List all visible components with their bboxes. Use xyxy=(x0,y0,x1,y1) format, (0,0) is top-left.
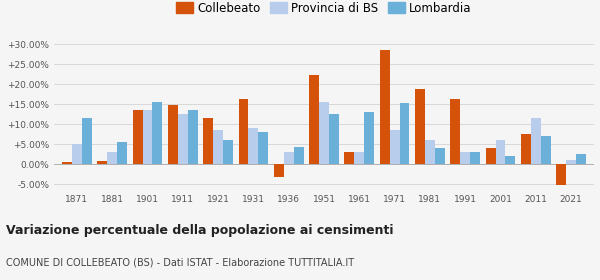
Bar xyxy=(178,115,188,164)
Bar xyxy=(168,105,178,164)
Bar xyxy=(152,102,163,164)
Bar xyxy=(97,161,107,164)
Bar xyxy=(380,50,389,164)
Bar xyxy=(274,164,284,177)
Bar xyxy=(284,151,293,164)
Bar xyxy=(259,132,268,164)
Bar xyxy=(107,152,117,164)
Text: COMUNE DI COLLEBEATO (BS) - Dati ISTAT - Elaborazione TUTTITALIA.IT: COMUNE DI COLLEBEATO (BS) - Dati ISTAT -… xyxy=(6,258,354,268)
Bar xyxy=(415,89,425,164)
Bar xyxy=(425,140,435,164)
Bar xyxy=(319,102,329,164)
Bar xyxy=(521,134,531,164)
Bar xyxy=(309,75,319,164)
Bar xyxy=(541,136,551,164)
Bar xyxy=(576,154,586,164)
Bar xyxy=(117,142,127,164)
Bar xyxy=(389,130,400,164)
Bar xyxy=(62,162,72,164)
Bar xyxy=(344,152,355,164)
Bar xyxy=(435,148,445,164)
Bar xyxy=(329,115,339,164)
Bar xyxy=(470,152,480,164)
Text: Variazione percentuale della popolazione ai censimenti: Variazione percentuale della popolazione… xyxy=(6,224,394,237)
Legend: Collebeato, Provincia di BS, Lombardia: Collebeato, Provincia di BS, Lombardia xyxy=(174,0,474,17)
Bar xyxy=(188,110,197,164)
Bar xyxy=(451,99,460,164)
Bar xyxy=(355,152,364,164)
Bar xyxy=(203,118,213,164)
Bar xyxy=(460,152,470,164)
Bar xyxy=(505,157,515,164)
Bar xyxy=(400,103,409,164)
Bar xyxy=(556,164,566,185)
Bar xyxy=(293,147,304,164)
Bar xyxy=(133,110,143,164)
Bar xyxy=(485,148,496,164)
Bar xyxy=(223,140,233,164)
Bar xyxy=(239,99,248,164)
Bar xyxy=(72,144,82,164)
Bar xyxy=(496,140,505,164)
Bar xyxy=(143,109,152,164)
Bar xyxy=(248,129,259,164)
Bar xyxy=(213,130,223,164)
Bar xyxy=(531,118,541,164)
Bar xyxy=(364,112,374,164)
Bar xyxy=(82,118,92,164)
Bar xyxy=(566,160,576,164)
